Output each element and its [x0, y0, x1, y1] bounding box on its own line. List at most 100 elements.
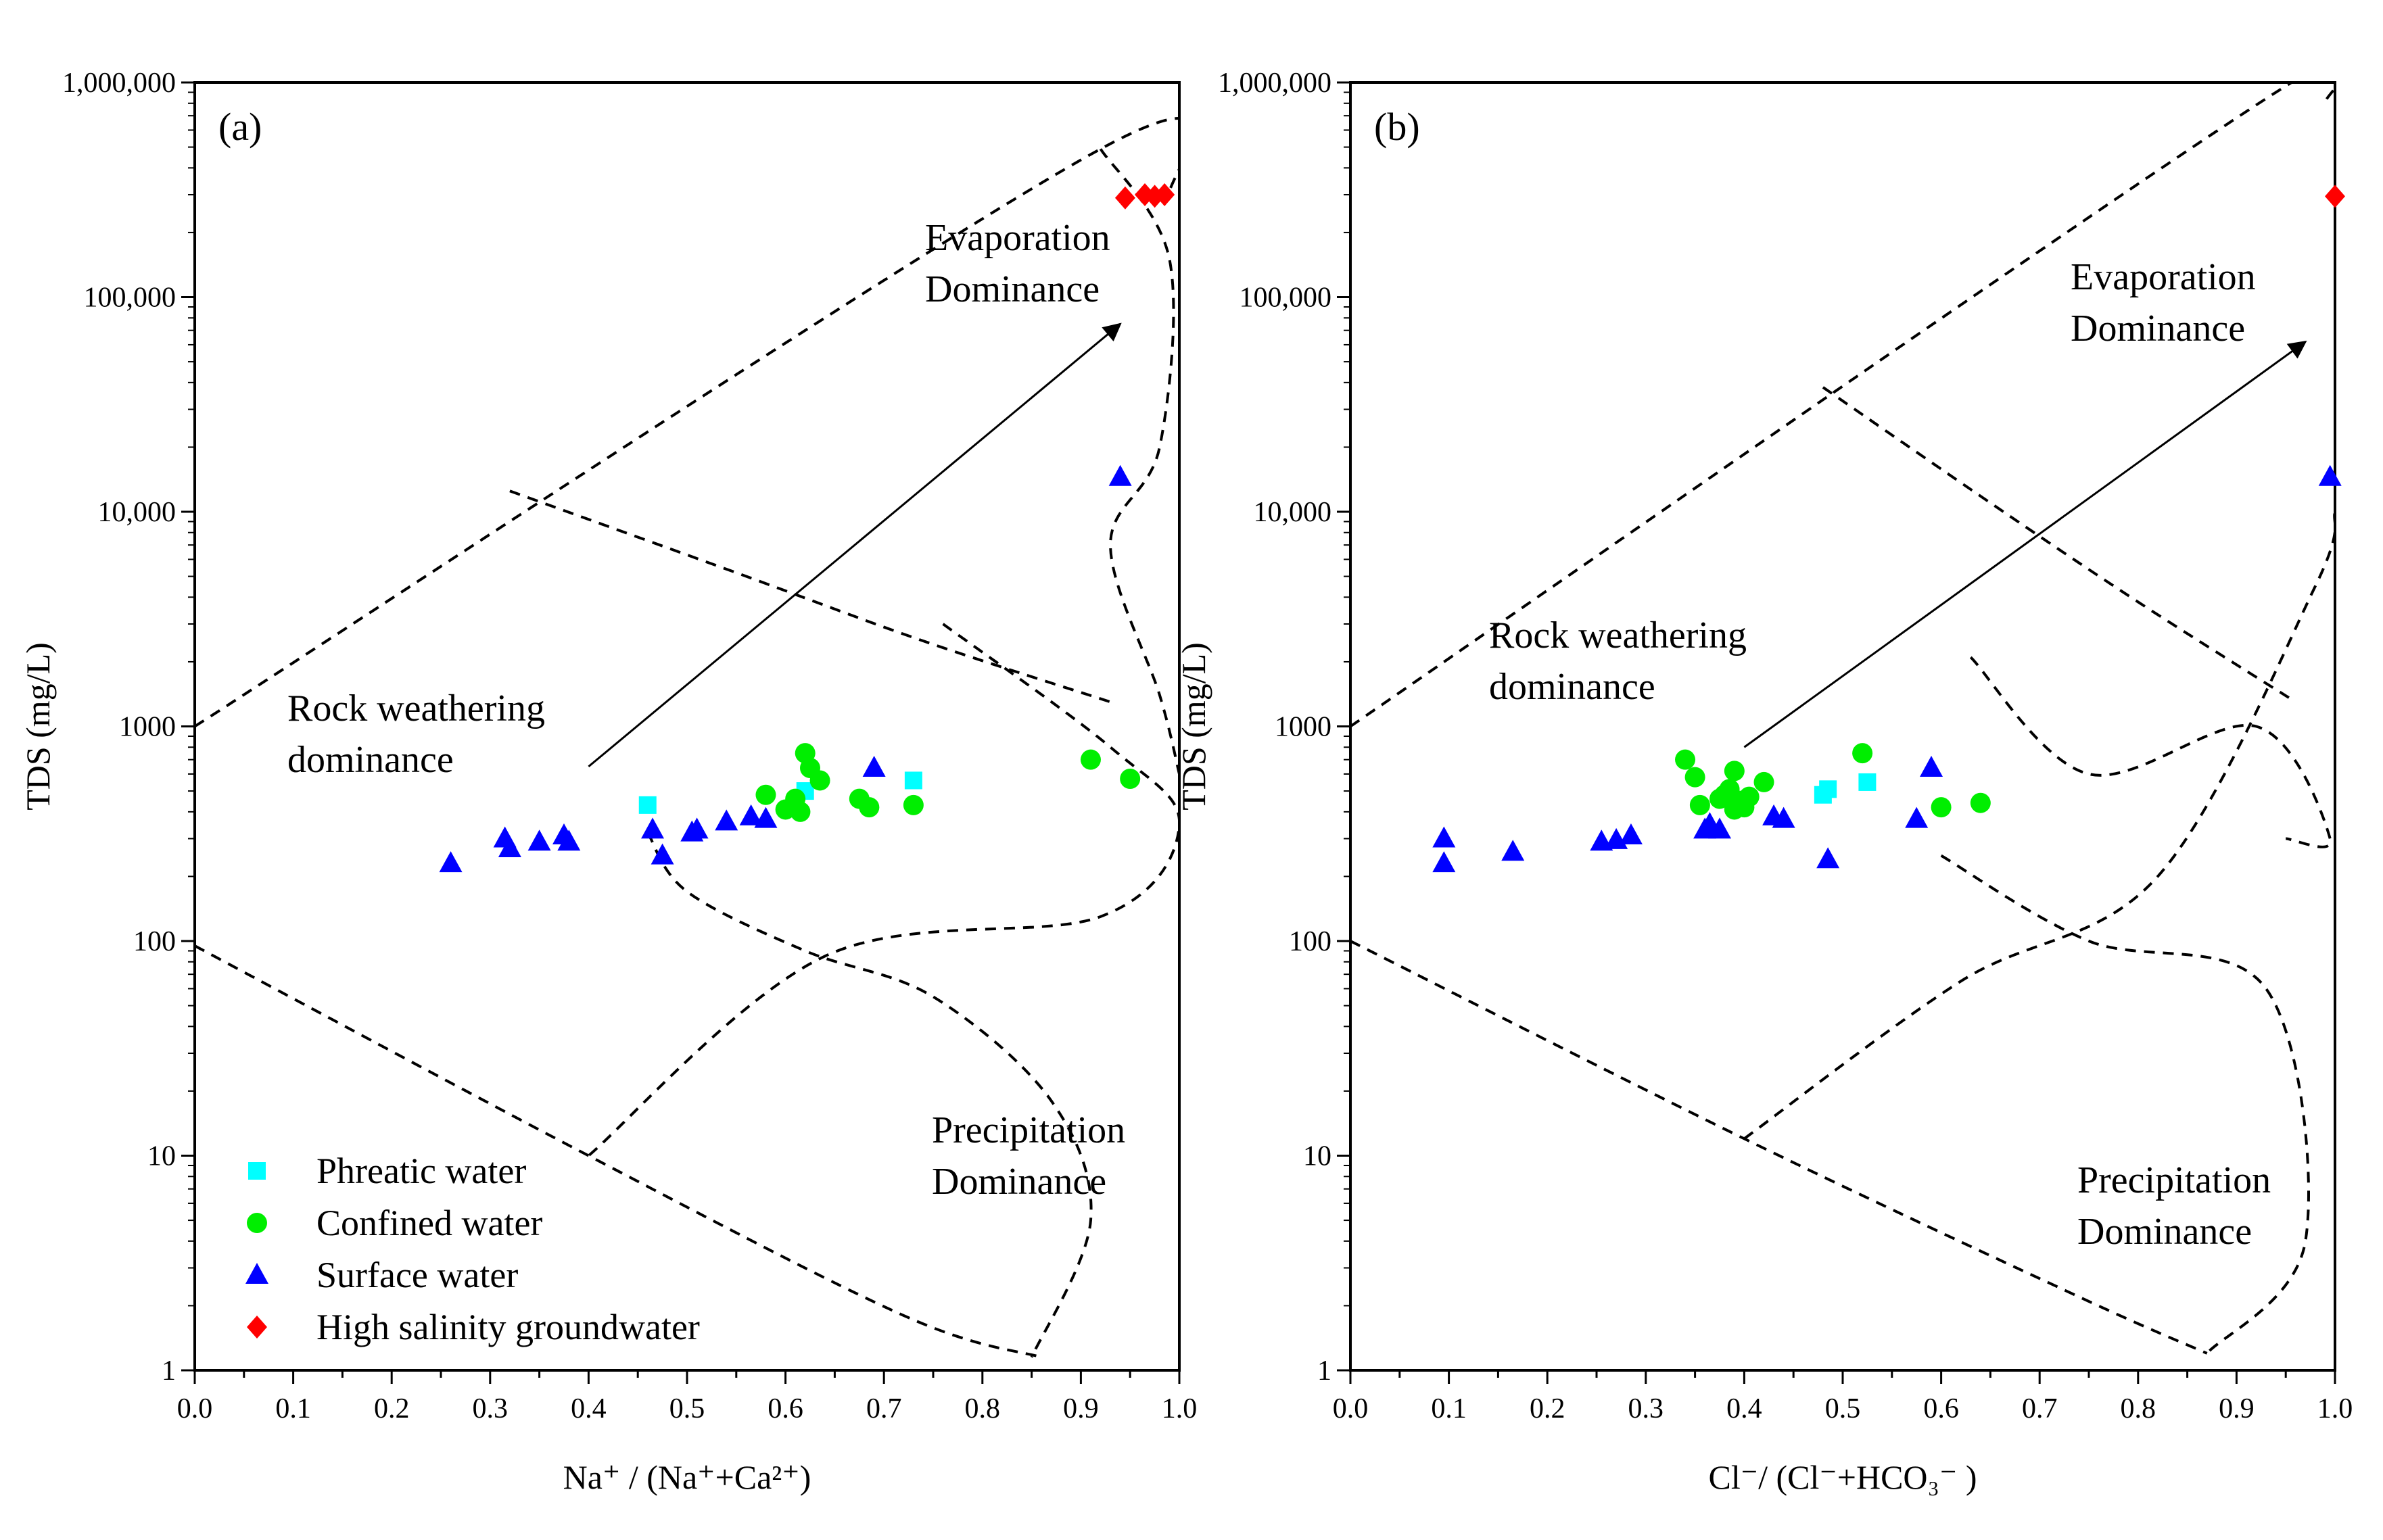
legend-marker-diamond	[247, 1316, 267, 1339]
y-tick-label: 10	[1303, 1141, 1331, 1172]
legend: Phreatic water Confined water Surface wate…	[245, 1151, 700, 1347]
data-point	[1753, 771, 1774, 792]
series-confined-water	[1675, 743, 1991, 820]
x-tick-label: 0.2	[374, 1393, 410, 1424]
data-point	[739, 804, 763, 825]
x-tick-label: 0.0	[1333, 1393, 1369, 1424]
x-tick-label: 0.8	[965, 1393, 1001, 1424]
precipitation-region-label: Precipitation Dominance	[2077, 1159, 2271, 1253]
boundary-upper-line	[1350, 82, 2335, 728]
y-tick-label: 10	[147, 1141, 176, 1172]
data-point	[1684, 767, 1705, 788]
panel-b: 0.0 0.1 0.2 0.3 0.4 0.5 0.6 0.7 0.8 0.9 1.0 1 10 100 1…	[1175, 68, 2353, 1496]
data-point	[1154, 183, 1175, 207]
data-point	[638, 796, 657, 814]
data-point	[1920, 756, 1943, 777]
legend-marker-square	[248, 1162, 266, 1180]
legend-label: Surface water	[316, 1255, 518, 1295]
series-confined-water	[755, 743, 1141, 822]
y-axis-label: TDS (mg/L)	[19, 642, 57, 811]
legend-item: Surface water	[245, 1255, 518, 1295]
y-axis-label: TDS (mg/L)	[1175, 642, 1212, 811]
x-tick-label: 0.6	[1923, 1393, 1959, 1424]
x-tick-label: 0.4	[1726, 1393, 1762, 1424]
series-high-salinity-groundwater	[1114, 183, 1175, 210]
y-tick-label: 1,000,000	[1218, 68, 1331, 99]
boundary-evaporation-envelope	[588, 623, 1179, 1157]
data-point	[862, 756, 886, 777]
data-point	[439, 851, 463, 873]
y-tick-label: 10,000	[98, 497, 176, 528]
y-tick-label: 1,000,000	[62, 68, 176, 99]
x-tick-label: 0.0	[177, 1393, 213, 1424]
x-tick-label: 0.2	[1530, 1393, 1565, 1424]
y-tick-label: 100,000	[84, 283, 176, 314]
data-point	[904, 771, 922, 790]
y-tick-label: 100	[1289, 926, 1331, 957]
y-tick-label: 1000	[1275, 712, 1331, 743]
evaporation-region-label: Evaporation Dominance	[925, 217, 1110, 310]
data-point	[790, 801, 811, 822]
data-point	[1675, 749, 1696, 770]
legend-marker-triangle	[245, 1263, 268, 1284]
data-point	[1905, 807, 1929, 828]
x-tick-label: 0.8	[2121, 1393, 2156, 1424]
boundary-middle-divider	[1822, 386, 2296, 704]
legend-label: High salinity groundwater	[316, 1307, 700, 1347]
x-tick-label: 0.9	[2219, 1393, 2255, 1424]
data-point	[641, 817, 665, 839]
y-tick-label: 1	[162, 1355, 176, 1387]
y-tick-label: 100,000	[1240, 283, 1332, 314]
series-surface-water	[439, 464, 1132, 873]
data-point	[903, 794, 924, 815]
series-surface-water	[1432, 464, 2342, 873]
evaporation-region-label: Evaporation Dominance	[2071, 256, 2256, 350]
panel-letter: (b)	[1374, 105, 1420, 149]
x-tick-label: 0.4	[571, 1393, 607, 1424]
data-point	[2325, 185, 2345, 208]
rock-region-label: Rock weathering dominance	[287, 688, 545, 781]
panel-a: 0.0 0.1 0.2 0.3 0.4 0.5 0.6 0.7 0.8 0.9 1.0 1 10 100 1…	[19, 68, 1197, 1496]
data-point	[1931, 797, 1952, 818]
legend-item: High salinity groundwater	[247, 1307, 700, 1347]
series-phreatic-water	[1814, 773, 1877, 804]
x-axis-label: Cl⁻/ (Cl⁻+HCO₃⁻ )	[1708, 1458, 1977, 1496]
boundary-lower-envelope	[1940, 854, 2310, 1355]
data-point	[651, 843, 674, 865]
data-point	[1080, 749, 1101, 770]
precipitation-region-label: Precipitation Dominance	[932, 1109, 1125, 1203]
data-point	[1689, 794, 1710, 815]
y-tick-label: 1	[1317, 1355, 1331, 1387]
x-tick-label: 0.5	[1825, 1393, 1861, 1424]
data-point	[1739, 786, 1760, 807]
data-point	[1114, 186, 1135, 210]
data-point	[1432, 826, 1456, 848]
x-tick-label: 0.3	[473, 1393, 509, 1424]
boundary-upper-line	[195, 117, 1179, 728]
x-tick-label: 0.7	[866, 1393, 902, 1424]
x-tick-label: 1.0	[2317, 1393, 2353, 1424]
series-high-salinity-groundwater	[2325, 185, 2345, 208]
data-point	[1108, 464, 1132, 486]
data-point	[685, 817, 709, 839]
legend-marker-circle	[247, 1213, 267, 1233]
data-point	[809, 770, 830, 791]
x-tick-label: 0.1	[275, 1393, 311, 1424]
x-tick-label: 0.9	[1063, 1393, 1099, 1424]
boundary-precipitation-envelope	[1743, 511, 2335, 1140]
boundary-precipitation-envelope	[646, 832, 1093, 1358]
data-point	[1120, 769, 1141, 790]
boundary-right-envelope	[1099, 148, 1179, 775]
legend-label: Phreatic water	[316, 1151, 526, 1191]
data-point	[715, 809, 738, 831]
boundary-lower-line	[1350, 940, 2208, 1355]
data-point	[859, 797, 880, 818]
x-tick-label: 0.7	[2022, 1393, 2058, 1424]
data-point	[1858, 773, 1877, 791]
data-point	[2318, 464, 2342, 486]
data-point	[557, 829, 581, 851]
x-tick-label: 0.1	[1431, 1393, 1467, 1424]
legend-item: Phreatic water	[248, 1151, 526, 1191]
